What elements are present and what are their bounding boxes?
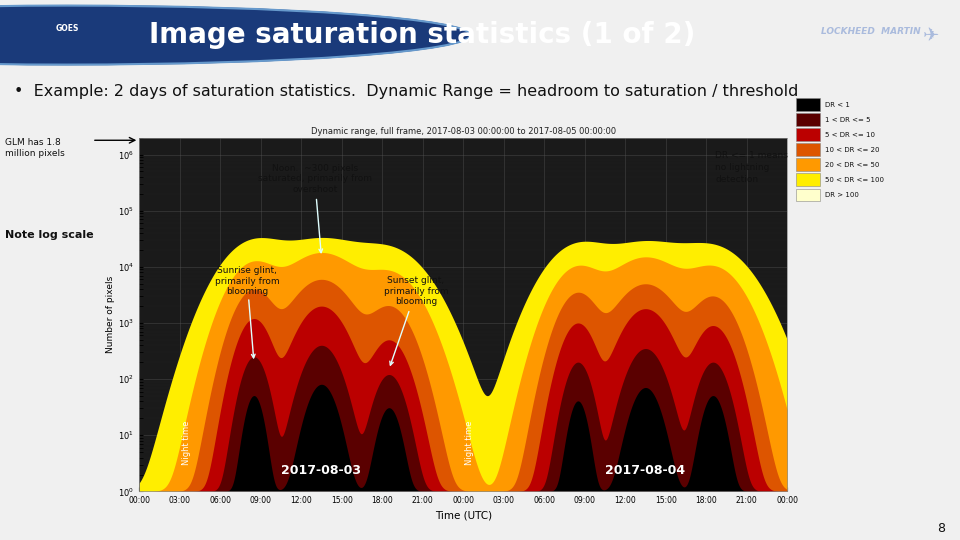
Text: Note log scale: Note log scale xyxy=(5,230,93,240)
Bar xyxy=(796,144,820,156)
Text: GLM has 1.8
million pixels: GLM has 1.8 million pixels xyxy=(5,138,64,158)
Text: DR > 100: DR > 100 xyxy=(825,192,858,198)
Text: Night time: Night time xyxy=(466,420,474,464)
Bar xyxy=(796,173,820,186)
Text: GOES: GOES xyxy=(56,24,79,32)
Text: 2017-08-03: 2017-08-03 xyxy=(281,464,362,477)
Text: 50 < DR <= 100: 50 < DR <= 100 xyxy=(825,177,884,183)
Bar xyxy=(796,188,820,201)
Title: Dynamic range, full frame, 2017-08-03 00:00:00 to 2017-08-05 00:00:00: Dynamic range, full frame, 2017-08-03 00… xyxy=(311,126,615,136)
Bar xyxy=(796,158,820,171)
Text: Night time: Night time xyxy=(182,420,191,464)
Text: Noon.  ~300 pixels
saturated, primarily from
overshoot: Noon. ~300 pixels saturated, primarily f… xyxy=(257,164,372,253)
Text: 20 < DR <= 50: 20 < DR <= 50 xyxy=(825,162,879,168)
Text: LOCKHEED  MARTIN: LOCKHEED MARTIN xyxy=(821,27,921,36)
Circle shape xyxy=(0,5,470,65)
Text: Image saturation statistics (1 of 2): Image saturation statistics (1 of 2) xyxy=(149,21,695,49)
Text: Sunset glint,
primarily from
blooming: Sunset glint, primarily from blooming xyxy=(384,276,448,365)
Text: 1 < DR <= 5: 1 < DR <= 5 xyxy=(825,117,870,123)
Bar xyxy=(796,129,820,141)
Bar xyxy=(796,98,820,111)
Text: •  Example: 2 days of saturation statistics.  Dynamic Range = headroom to satura: • Example: 2 days of saturation statisti… xyxy=(14,84,799,99)
Text: DR < 1: DR < 1 xyxy=(825,102,850,107)
X-axis label: Time (UTC): Time (UTC) xyxy=(435,511,492,521)
Text: 2017-08-04: 2017-08-04 xyxy=(606,464,685,477)
Text: 10 < DR <= 20: 10 < DR <= 20 xyxy=(825,147,879,153)
Text: 8: 8 xyxy=(938,522,946,535)
Bar xyxy=(796,113,820,126)
Text: Sunrise glint,
primarily from
blooming: Sunrise glint, primarily from blooming xyxy=(215,266,279,358)
Text: 5 < DR <= 10: 5 < DR <= 10 xyxy=(825,132,875,138)
Text: ✈: ✈ xyxy=(923,25,940,45)
Text: DR <= 1 means
no lightning
detection: DR <= 1 means no lightning detection xyxy=(715,151,788,184)
Y-axis label: Number of pixels: Number of pixels xyxy=(107,276,115,353)
